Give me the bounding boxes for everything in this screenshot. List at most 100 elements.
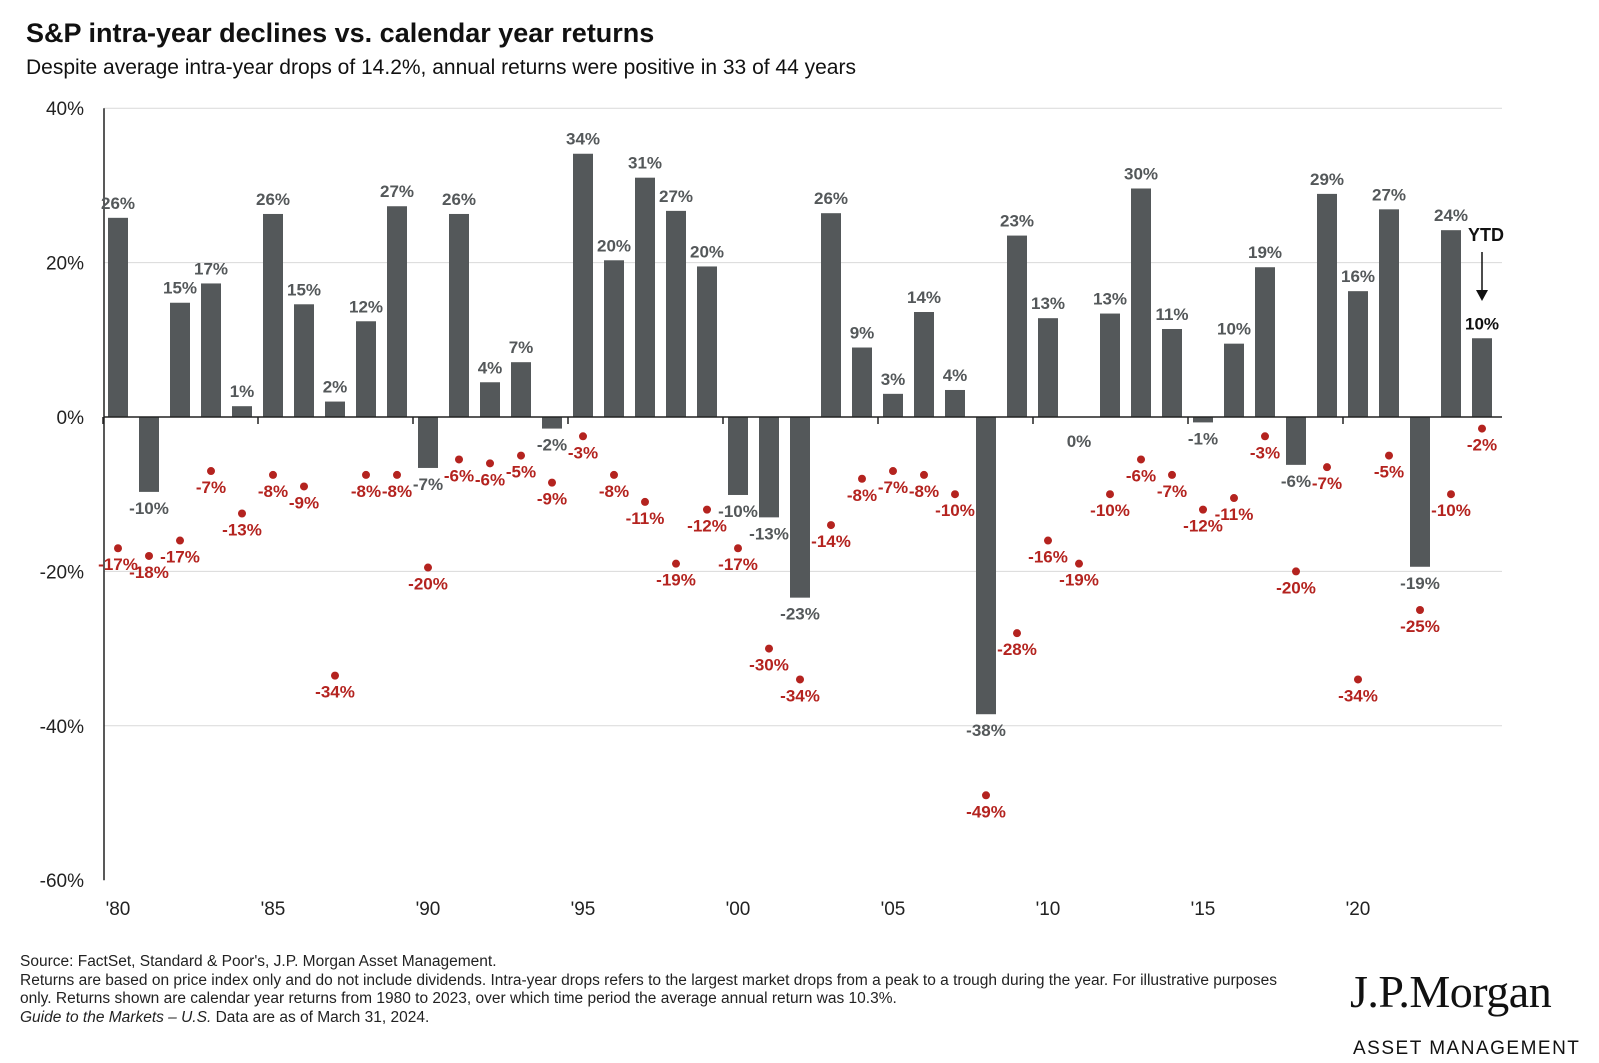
drop-point	[827, 521, 835, 530]
return-bar	[1441, 230, 1461, 417]
return-bar	[1410, 417, 1430, 567]
drop-point	[269, 470, 277, 479]
drop-point	[579, 432, 587, 441]
drop-point	[517, 451, 525, 460]
return-bar	[666, 210, 686, 417]
drop-point	[1137, 455, 1145, 464]
drop-label: -6%	[475, 470, 505, 489]
drop-label: -2%	[1467, 436, 1497, 455]
drop-label: -10%	[935, 501, 975, 520]
return-bar	[1162, 328, 1182, 417]
drop-point	[1354, 675, 1362, 684]
x-tick-label: '85	[261, 899, 286, 920]
return-label: 15%	[163, 279, 197, 298]
drop-point	[982, 791, 990, 800]
return-label: -10%	[129, 499, 169, 518]
return-bar	[945, 389, 965, 417]
return-bar	[1007, 235, 1027, 417]
drop-point	[1478, 424, 1486, 433]
ytd-label: YTD	[1468, 225, 1504, 245]
drop-label: -5%	[506, 463, 536, 482]
drop-point	[1168, 470, 1176, 479]
drop-label: -20%	[408, 575, 448, 594]
return-bar	[480, 382, 500, 417]
drop-label: -8%	[258, 482, 288, 501]
return-bar	[1379, 209, 1399, 417]
drop-label: -6%	[1126, 466, 1156, 485]
return-bar	[201, 283, 221, 417]
ytd-arrow-head	[1476, 290, 1488, 301]
return-label: 7%	[509, 338, 534, 357]
drop-point	[734, 544, 742, 553]
return-label: -13%	[749, 524, 789, 543]
source-note: Source: FactSet, Standard & Poor's, J.P.…	[20, 953, 497, 970]
return-label: 31%	[628, 154, 662, 173]
drop-label: -17%	[98, 555, 138, 574]
drop-point	[114, 544, 122, 553]
return-label: 14%	[907, 288, 941, 307]
return-bar	[759, 417, 779, 518]
drop-label: -13%	[222, 521, 262, 540]
return-label: 15%	[287, 280, 321, 299]
drop-label: -25%	[1400, 617, 1440, 636]
return-label: -10%	[718, 502, 758, 521]
return-bar	[883, 393, 903, 417]
return-bar	[1472, 338, 1492, 417]
drop-label: -8%	[909, 482, 939, 501]
return-label: 4%	[943, 366, 968, 385]
y-tick-label: -60%	[40, 871, 84, 892]
drop-label: -20%	[1276, 578, 1316, 597]
drop-label: -17%	[160, 548, 200, 567]
x-tick-label: '90	[416, 899, 441, 920]
return-bar	[914, 312, 934, 417]
return-bar	[170, 302, 190, 417]
return-label: -23%	[780, 605, 820, 624]
drop-label: -8%	[382, 482, 412, 501]
return-label: 26%	[442, 190, 476, 209]
return-bar	[1100, 313, 1120, 417]
asset-management-label: ASSET MANAGEMENT	[1353, 1038, 1581, 1059]
drop-point	[1044, 536, 1052, 545]
drop-label: -12%	[1183, 517, 1223, 536]
drop-label: -6%	[444, 466, 474, 485]
return-bar	[976, 417, 996, 715]
drop-point	[238, 509, 246, 518]
return-bar	[635, 177, 655, 417]
drop-label: -7%	[878, 478, 908, 497]
y-tick-label: 0%	[57, 408, 85, 429]
return-label: -19%	[1400, 574, 1440, 593]
drop-point	[1447, 490, 1455, 499]
return-bar	[852, 347, 872, 417]
return-bar	[356, 321, 376, 417]
drop-point	[455, 455, 463, 464]
drop-label: -34%	[780, 686, 820, 705]
return-bar	[325, 401, 345, 417]
return-bar	[1193, 417, 1213, 423]
drop-point	[641, 497, 649, 506]
drop-point	[610, 470, 618, 479]
drop-label: -30%	[749, 656, 789, 675]
return-bar	[821, 213, 841, 417]
drop-label: -14%	[811, 532, 851, 551]
return-label: 2%	[323, 378, 348, 397]
chart-subtitle: Despite average intra-year drops of 14.2…	[26, 56, 856, 79]
drop-point	[1323, 463, 1331, 472]
drop-label: -28%	[997, 640, 1037, 659]
return-label: 29%	[1310, 170, 1344, 189]
return-label: -2%	[537, 436, 567, 455]
guide-note: Guide to the Markets – U.S. Data are as …	[20, 1009, 1310, 1028]
drop-label: -34%	[1338, 686, 1378, 705]
return-label: 1%	[230, 382, 255, 401]
y-tick-label: 40%	[46, 99, 84, 120]
drop-label: -11%	[1215, 505, 1254, 524]
drop-point	[145, 551, 153, 560]
x-tick-label: '10	[1036, 899, 1061, 920]
return-bar	[573, 153, 593, 418]
return-label: 20%	[597, 236, 631, 255]
return-label: 11%	[1155, 305, 1188, 324]
drop-label: -3%	[1250, 443, 1280, 462]
drop-point	[1385, 451, 1393, 460]
drop-label: -16%	[1028, 548, 1068, 567]
drop-label: -19%	[656, 571, 696, 590]
drop-point	[1416, 606, 1424, 614]
